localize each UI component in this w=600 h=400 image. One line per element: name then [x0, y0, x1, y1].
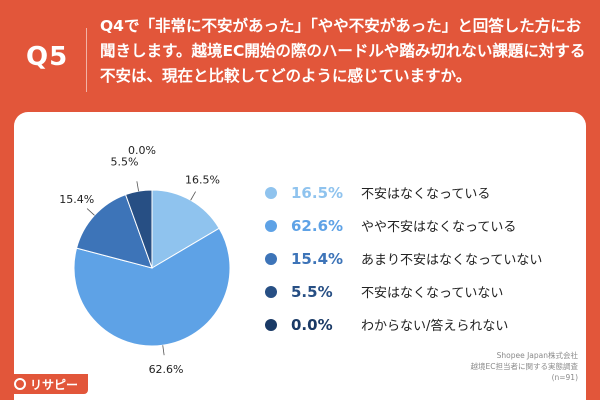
- legend-swatch: [265, 219, 277, 232]
- legend-label: 不安はなくなっている: [361, 187, 491, 202]
- source-company: Shopee Japan株式会社: [496, 351, 578, 360]
- slice-value-label: 62.6%: [149, 363, 184, 376]
- legend-swatch: [265, 252, 277, 265]
- logo-mark-icon: [14, 378, 26, 390]
- logo-text: リサピー: [30, 377, 79, 392]
- legend-percent: 16.5%: [291, 183, 344, 202]
- pie-slice: [75, 193, 153, 269]
- header: Q5 Q4で「非常に不安があった」「やや不安があった」と回答した方にお聞きします…: [0, 0, 600, 112]
- legend-label: やや不安はなくなっている: [361, 220, 517, 235]
- source-note: Shopee Japan株式会社 越境EC担当者に関する実態調査 (n=91): [471, 350, 578, 383]
- source-survey: 越境EC担当者に関する実態調査: [470, 362, 578, 371]
- legend-percent: 0.0%: [291, 315, 333, 334]
- source-sample-size: (n=91): [551, 373, 578, 382]
- slice-value-label: 15.4%: [59, 193, 94, 206]
- question-number: Q5: [26, 42, 69, 72]
- slice-value-label: 16.5%: [185, 173, 220, 186]
- legend-label: わからない/答えられない: [361, 319, 509, 334]
- leader-line: [86, 208, 95, 216]
- legend-swatch: [265, 318, 277, 331]
- legend-item: 5.5% 不安はなくなっていない: [265, 275, 585, 308]
- pie-slice: [151, 189, 220, 269]
- leader-line: [190, 191, 196, 201]
- legend-item: 15.4% あまり不安はなくなっていない: [265, 242, 585, 275]
- legend-label: あまり不安はなくなっていない: [361, 253, 543, 268]
- legend-percent: 62.6%: [291, 216, 344, 235]
- legend-item: 62.6% やや不安はなくなっている: [265, 209, 585, 242]
- legend-label: 不安はなくなっていない: [361, 286, 504, 301]
- legend-item: 16.5% 不安はなくなっている: [265, 176, 585, 209]
- legend-swatch: [265, 285, 277, 298]
- slice-value-label: 0.0%: [128, 144, 156, 157]
- legend-percent: 5.5%: [291, 282, 333, 301]
- leader-line: [136, 181, 139, 192]
- legend: 16.5% 不安はなくなっている 62.6% やや不安はなくなっている 15.4% あまり…: [265, 176, 585, 341]
- logo: リサピー: [8, 374, 89, 394]
- legend-swatch: [265, 186, 277, 199]
- question-text: Q4で「非常に不安があった」「やや不安があった」と回答した方にお聞きします。越境…: [100, 17, 586, 85]
- legend-percent: 15.4%: [291, 249, 344, 268]
- slice-value-label: 5.5%: [110, 156, 138, 169]
- leader-line: [162, 345, 165, 356]
- legend-item: 0.0% わからない/答えられない: [265, 308, 585, 341]
- header-divider: [86, 28, 87, 92]
